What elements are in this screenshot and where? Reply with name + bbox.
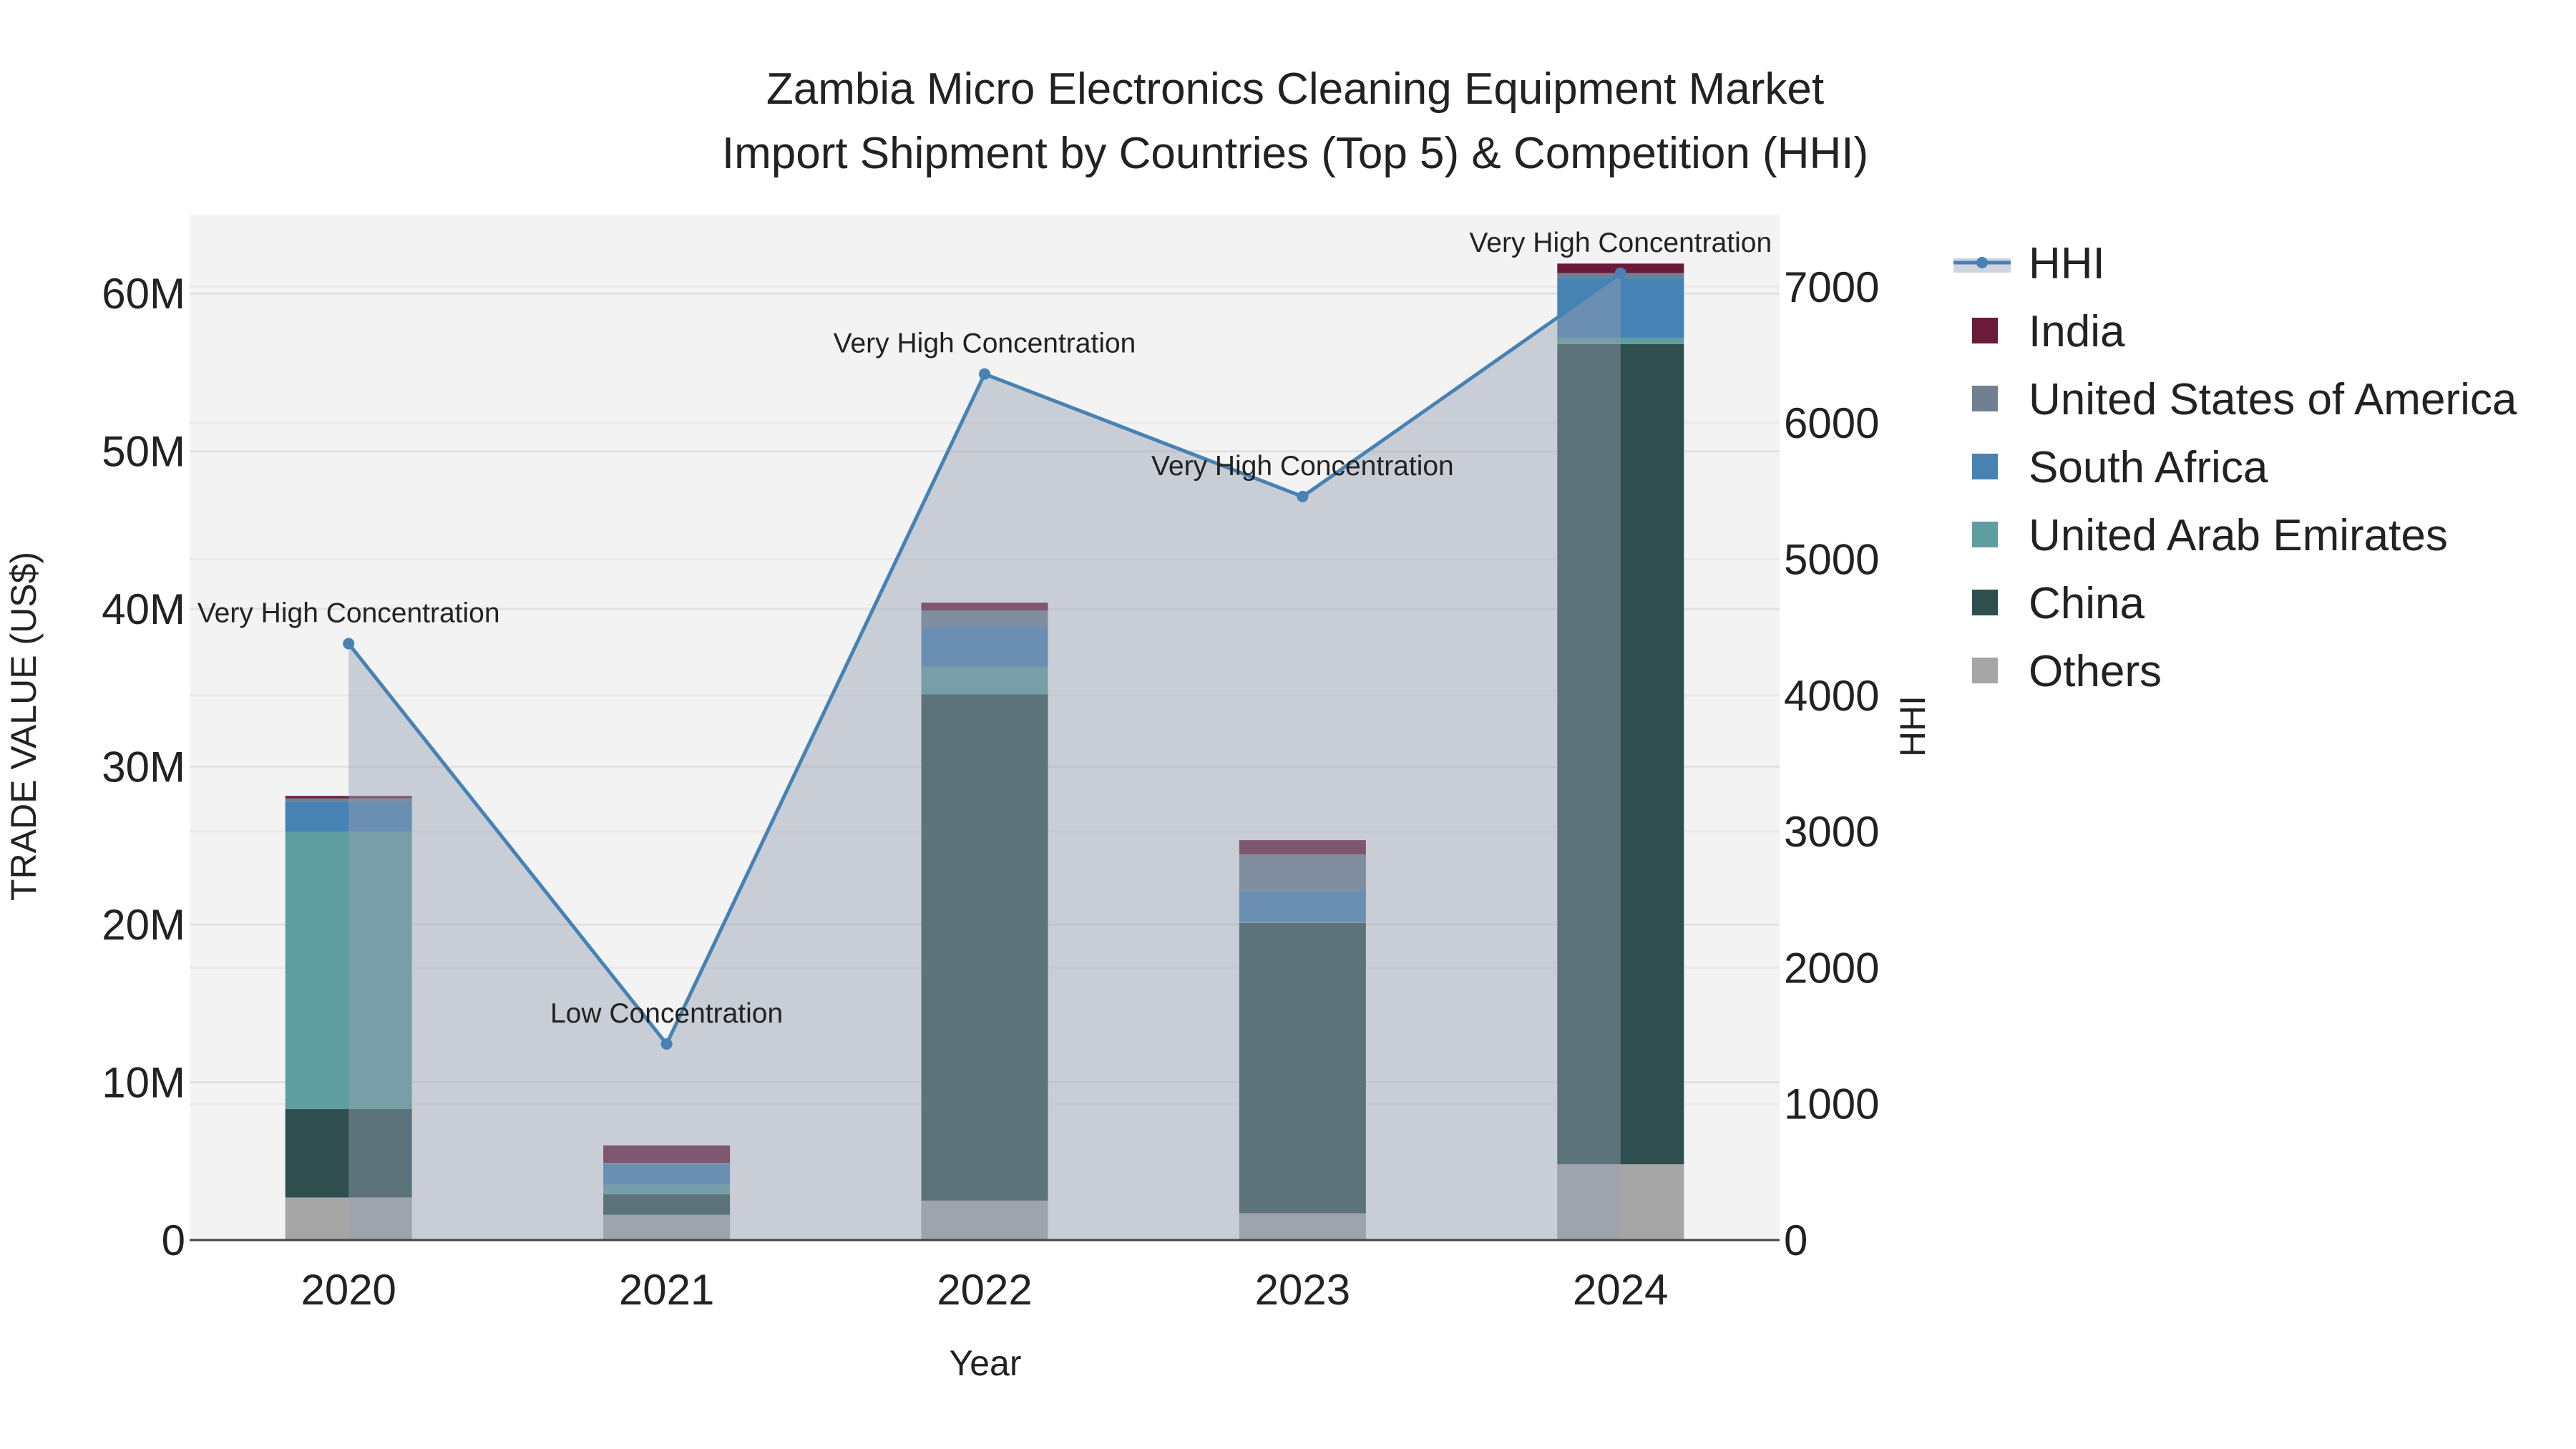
bars (285, 263, 1684, 1240)
bar-south-africa-2020 (285, 801, 412, 832)
bar-south-africa-2024 (1557, 278, 1684, 338)
hhi-area (348, 273, 1621, 1241)
bar-others-2023 (1239, 1213, 1366, 1240)
bar-india-2021 (603, 1145, 731, 1163)
bar-united-arab-emirates-2022 (921, 667, 1048, 695)
hhi-point-2024 (1614, 267, 1626, 279)
legend-swatch-others (1972, 658, 1998, 683)
bar-south-africa-2021 (603, 1164, 731, 1185)
bar-united-states-of-america-2020 (285, 798, 412, 802)
hhi-point-2023 (1297, 490, 1309, 502)
bar-india-2022 (921, 602, 1048, 611)
bar-china-2024 (1557, 343, 1684, 1165)
legend-label-united-states-of-america: United States of America (2029, 375, 2517, 424)
y-tick-label: 30M (102, 743, 185, 791)
chart-title-line1: Zambia Micro Electronics Cleaning Equipm… (766, 64, 1824, 114)
hhi-point-2021 (660, 1038, 673, 1050)
y-tick-label: 60M (102, 270, 185, 318)
legend-label-others: Others (2029, 647, 2162, 696)
y2-axis-title: HHI (1893, 696, 1933, 757)
y-axis-title: TRADE VALUE (US$) (4, 552, 44, 901)
bar-india-2020 (285, 796, 412, 799)
legend-swatch-south-africa (1972, 454, 1998, 479)
x-tick-label: 2020 (301, 1266, 396, 1314)
x-tick-label: 2024 (1573, 1266, 1668, 1314)
bar-united-arab-emirates-2021 (603, 1184, 731, 1195)
y-tick-label: 20M (102, 901, 185, 949)
y-tick-label: 0 (162, 1216, 185, 1264)
hhi-series: Very High Concentration Low Concentration… (197, 228, 1772, 1241)
bar-united-states-of-america-2023 (1239, 854, 1366, 891)
legend-label-hhi: HHI (2029, 239, 2105, 288)
bar-united-states-of-america-2022 (921, 610, 1048, 627)
legend: HHI India United States of America South Af… (1953, 239, 2517, 696)
bar-united-arab-emirates-2020 (285, 831, 412, 1110)
y2-tick-label: 0 (1784, 1216, 1807, 1264)
legend-label-south-africa: South Africa (2029, 443, 2268, 492)
x-axis-title: Year (949, 1343, 1021, 1383)
bar-south-africa-2022 (921, 626, 1048, 668)
hhi-annotation-2024: Very High Concentration (1469, 228, 1772, 258)
legend-swatch-china (1972, 590, 1998, 615)
bar-china-2022 (921, 694, 1048, 1201)
bar-others-2020 (285, 1197, 412, 1240)
x-tick-label: 2022 (937, 1266, 1032, 1314)
bar-others-2024 (1557, 1164, 1684, 1240)
bar-united-arab-emirates-2023 (1239, 922, 1366, 923)
y2-tick-label: 3000 (1784, 808, 1879, 856)
y2-tick-label: 6000 (1784, 399, 1879, 447)
y2-tick-label: 2000 (1784, 944, 1879, 992)
legend-label-india: India (2029, 307, 2125, 356)
bar-china-2020 (285, 1109, 412, 1198)
legend-label-china: China (2029, 579, 2145, 628)
hhi-annotation-2022: Very High Concentration (834, 328, 1136, 359)
y2-tick-label: 5000 (1784, 535, 1879, 583)
legend-hhi-marker (1976, 257, 1988, 268)
legend-swatch-united-arab-emirates (1972, 522, 1998, 547)
hhi-annotation-2021: Low Concentration (550, 998, 783, 1029)
hhi-point-2020 (343, 638, 355, 650)
chart-title-line2: Import Shipment by Countries (Top 5) & C… (722, 129, 1868, 178)
hhi-annotation-2023: Very High Concentration (1151, 451, 1454, 482)
y2-tick-label: 7000 (1784, 263, 1879, 311)
y2-tick-label: 4000 (1784, 672, 1879, 720)
y-tick-label: 10M (102, 1059, 185, 1107)
bar-china-2021 (603, 1194, 731, 1215)
x-tick-label: 2023 (1255, 1266, 1350, 1314)
bar-united-states-of-america-2021 (603, 1162, 731, 1165)
hhi-annotation-2020: Very High Concentration (197, 597, 500, 628)
y2-tick-label: 1000 (1784, 1080, 1879, 1128)
legend-swatch-united-states-of-america (1972, 386, 1998, 411)
legend-label-united-arab-emirates: United Arab Emirates (2029, 511, 2448, 560)
bar-india-2023 (1239, 840, 1366, 854)
axes: 0 10M 20M 30M 40M 50M 60M 0 1000 2000 3000 4000 5000… (102, 263, 1879, 1314)
bar-united-arab-emirates-2024 (1557, 337, 1684, 344)
legend-swatch-india (1972, 318, 1998, 343)
bar-china-2023 (1239, 922, 1366, 1214)
bar-south-africa-2023 (1239, 890, 1366, 922)
hhi-point-2022 (979, 368, 990, 380)
bar-others-2022 (921, 1200, 1048, 1240)
y-tick-label: 40M (102, 585, 185, 633)
x-tick-label: 2021 (619, 1266, 714, 1314)
bar-others-2021 (603, 1214, 731, 1240)
y-tick-label: 50M (102, 428, 185, 476)
